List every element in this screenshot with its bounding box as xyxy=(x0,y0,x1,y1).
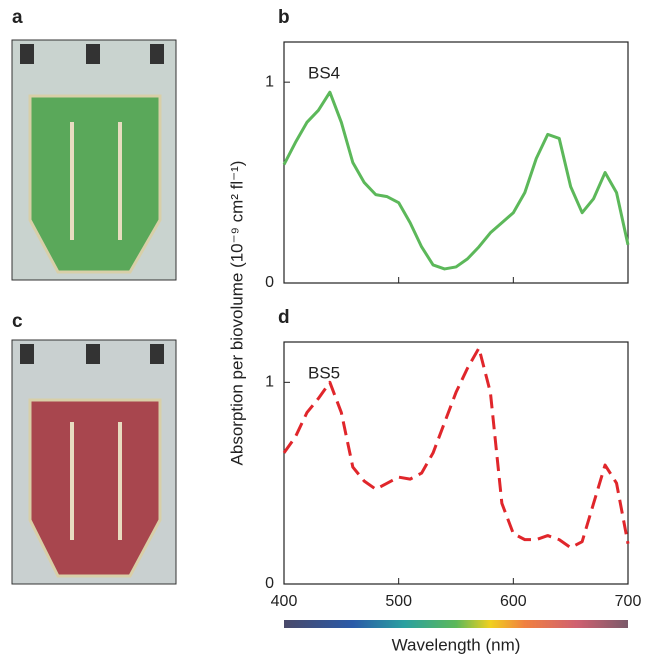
y-tick-label: 0 xyxy=(265,575,274,592)
data-line xyxy=(282,346,630,550)
panel-label: b xyxy=(278,7,290,28)
x-tick-label: 500 xyxy=(385,593,412,610)
x-tick-label: 600 xyxy=(500,593,527,610)
y-axis-label: Absorption per biovolume (10⁻⁹ cm² fl⁻¹) xyxy=(227,161,246,466)
y-tick-label: 1 xyxy=(265,374,274,391)
panel-label: d xyxy=(278,307,290,328)
plot-frame xyxy=(283,341,629,585)
y-tick-label: 0 xyxy=(265,274,274,291)
panel-label: c xyxy=(12,311,23,332)
series-label: BS4 xyxy=(308,63,340,82)
x-tick-label: 700 xyxy=(615,593,642,610)
spectrum-bar xyxy=(284,620,628,628)
series-label: BS5 xyxy=(308,363,340,382)
data-line xyxy=(282,90,630,271)
x-tick-label: 400 xyxy=(271,593,298,610)
photo-a xyxy=(11,39,177,281)
panel-label: a xyxy=(12,7,23,28)
x-axis-label: Wavelength (nm) xyxy=(392,635,521,654)
y-tick-label: 1 xyxy=(265,73,274,90)
photo-c xyxy=(11,339,177,585)
